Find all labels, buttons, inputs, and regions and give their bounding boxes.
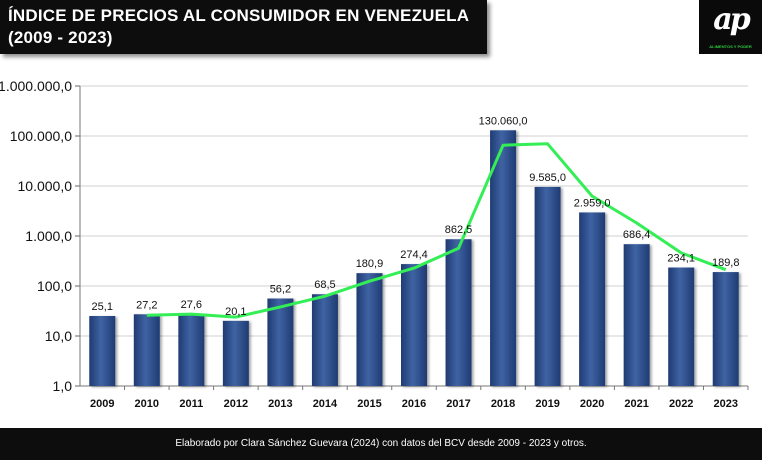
data-labels: 25,1 27,2 27,6 20,1 56,2 68,5 180,9 274,4 862,5 1…	[92, 115, 740, 318]
y-tick-label: 100,0	[37, 278, 72, 294]
x-tick-label-2010: 2010	[135, 398, 159, 410]
bar-2019	[534, 186, 561, 386]
bar-2021	[623, 244, 650, 386]
y-tick-label: 1,0	[53, 378, 73, 394]
chart-subtitle: (2009 - 2023)	[8, 28, 113, 47]
y-tick-label: 10,0	[45, 328, 72, 344]
x-tick-label-2020: 2020	[580, 398, 604, 410]
data-label-2013: 56,2	[270, 284, 291, 296]
data-label-2017: 862,5	[445, 224, 473, 236]
logo-mark: ap	[713, 2, 750, 37]
x-tick-label-2009: 2009	[90, 398, 114, 410]
x-tick-label-2015: 2015	[357, 398, 381, 410]
cpi-chart: 1,0 10,0 100,0 1.000,0 10.000,0 100.000,0 1.00…	[0, 78, 749, 410]
bar-2017	[445, 239, 472, 386]
data-label-2011: 27,6	[181, 299, 202, 311]
y-tick-label: 10.000,0	[18, 178, 73, 194]
data-label-2015: 180,9	[356, 258, 384, 270]
data-label-2022: 234,1	[667, 253, 695, 265]
source-footer: Elaborado por Clara Sánchez Guevara (202…	[0, 428, 762, 460]
brand-logo: ap ALIMENTOS Y PODER	[699, 0, 762, 54]
bar-2014	[311, 294, 338, 386]
x-tick-label-2014: 2014	[313, 398, 338, 410]
data-label-2016: 274,4	[400, 249, 428, 261]
y-tick-label: 1.000,0	[25, 228, 72, 244]
data-label-2009: 25,1	[92, 301, 113, 313]
x-tick-label-2021: 2021	[624, 398, 648, 410]
bar-2020	[579, 212, 606, 386]
x-tick-label-2022: 2022	[669, 398, 693, 410]
data-label-2020: 2.959,0	[574, 197, 611, 209]
data-label-2012: 20,1	[225, 306, 246, 318]
bar-2018	[490, 130, 517, 386]
bar-2016	[401, 264, 427, 386]
bar-2015	[356, 273, 383, 386]
y-tick-label: 100.000,0	[10, 128, 72, 144]
x-tick-label-2023: 2023	[713, 398, 737, 410]
y-tick-label: 1.000.000,0	[0, 78, 72, 94]
data-label-2023: 189,8	[712, 257, 740, 269]
data-label-2019: 9.585,0	[529, 172, 566, 184]
bar-2013	[267, 298, 294, 386]
data-label-2014: 68,5	[314, 279, 335, 291]
data-label-2010: 27,2	[136, 299, 157, 311]
x-tick-label-2012: 2012	[224, 398, 248, 410]
bar-2009	[89, 316, 116, 386]
data-label-2018: 130.060,0	[479, 115, 528, 127]
data-label-2021: 686,4	[623, 229, 651, 241]
trend-line-group	[146, 142, 727, 319]
logo-subtitle: ALIMENTOS Y PODER	[709, 44, 752, 49]
bars	[89, 130, 739, 386]
x-tick-label-2013: 2013	[268, 398, 292, 410]
x-tick-label-2018: 2018	[491, 398, 515, 410]
bar-2011	[178, 313, 205, 386]
x-tick-label-2011: 2011	[179, 398, 203, 410]
bar-2012	[222, 320, 249, 386]
bar-2022	[668, 267, 695, 386]
x-tick-label-2019: 2019	[535, 398, 559, 410]
x-tick-label-2017: 2017	[446, 398, 470, 410]
trend-line	[146, 142, 727, 319]
chart-title-box: ÍNDICE DE PRECIOS AL CONSUMIDOR EN VENEZ…	[0, 0, 487, 54]
x-tick-label-2016: 2016	[402, 398, 426, 410]
bar-2010	[133, 314, 160, 386]
bar-2023	[712, 272, 739, 386]
chart-title: ÍNDICE DE PRECIOS AL CONSUMIDOR EN VENEZ…	[8, 6, 470, 25]
